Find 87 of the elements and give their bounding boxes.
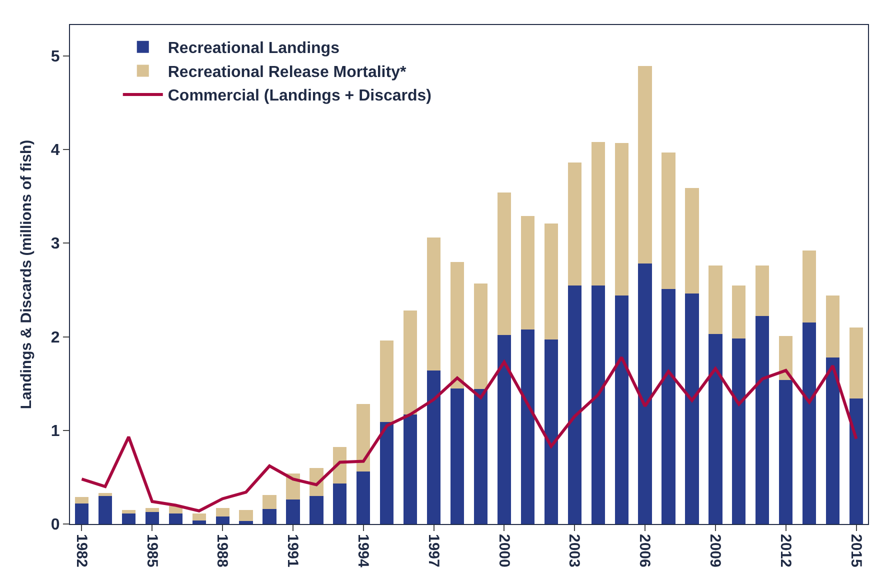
x-tick-label: 1994 <box>354 534 372 568</box>
x-tick-label: 1988 <box>214 534 231 568</box>
bar <box>74 496 89 504</box>
bar <box>497 334 512 524</box>
bar <box>356 404 370 472</box>
bar <box>849 327 864 399</box>
x-tick-label: 2000 <box>495 534 512 568</box>
bar <box>98 493 112 496</box>
legend-label: Recreational Landings <box>168 40 340 58</box>
x-tick-label: 2006 <box>636 534 654 568</box>
x-tick-label: 2012 <box>776 534 794 568</box>
bar <box>474 283 488 390</box>
x-tick-label: 1997 <box>424 534 442 568</box>
bar <box>262 509 276 524</box>
x-tick-label: 1991 <box>284 534 302 568</box>
bar <box>216 508 230 517</box>
bar <box>145 508 159 512</box>
bar <box>192 514 206 520</box>
bar <box>779 380 793 524</box>
bar <box>192 520 206 524</box>
legend-label: Commercial (Landings + Discards) <box>168 88 432 105</box>
bar <box>638 264 652 524</box>
bar <box>591 142 605 286</box>
bar <box>216 516 230 524</box>
line-series <box>80 356 858 512</box>
bar <box>591 285 605 524</box>
bar <box>239 521 253 524</box>
y-tick-label: 2 <box>50 329 60 346</box>
y-tick-label: 5 <box>50 48 60 66</box>
bar <box>122 514 136 524</box>
legend-label: Recreational Release Mortality* <box>168 64 407 81</box>
bar <box>74 503 89 524</box>
bar <box>802 250 816 323</box>
bar <box>568 162 582 286</box>
bar <box>450 388 464 524</box>
bar <box>614 296 628 524</box>
y-axis-title: Landings & Discards (millions of fish) <box>18 140 36 410</box>
x-tick-label: 1985 <box>143 534 160 568</box>
bar <box>708 266 722 334</box>
bar <box>404 310 418 414</box>
bar <box>98 496 112 524</box>
y-tick-label: 1 <box>50 422 60 440</box>
bar <box>380 422 394 524</box>
bar <box>756 316 770 524</box>
bar <box>520 216 534 330</box>
bar <box>450 262 464 388</box>
bar <box>262 494 276 510</box>
bar <box>356 472 370 524</box>
bar <box>474 389 488 524</box>
bar <box>122 510 136 514</box>
bar <box>145 512 159 524</box>
x-tick-label: 2015 <box>847 534 864 568</box>
bar <box>544 223 558 340</box>
bar <box>380 340 394 422</box>
bar <box>756 266 770 316</box>
bar <box>168 514 182 524</box>
bar <box>662 289 676 524</box>
y-tick-label: 4 <box>50 142 60 160</box>
bar <box>239 510 253 522</box>
bar <box>826 357 840 524</box>
bar <box>849 398 864 524</box>
bar <box>779 336 793 380</box>
bar <box>732 338 746 524</box>
bar <box>802 322 816 524</box>
bar <box>685 294 699 524</box>
bar <box>568 285 582 524</box>
bar <box>732 285 746 339</box>
bar <box>685 188 699 294</box>
bar <box>520 329 534 524</box>
bar <box>544 340 558 524</box>
bar <box>404 414 418 524</box>
bar <box>708 334 722 524</box>
x-tick-label: 1982 <box>72 534 90 568</box>
bar <box>638 66 652 264</box>
x-tick-label: 2009 <box>706 534 724 568</box>
x-tick-label: 2003 <box>566 534 583 568</box>
bar <box>310 496 324 524</box>
y-tick-label: 0 <box>50 516 60 534</box>
bar <box>662 152 676 290</box>
bar <box>497 192 512 335</box>
bar <box>826 296 840 358</box>
bar <box>614 142 628 296</box>
bar <box>286 500 300 524</box>
y-tick-label: 3 <box>50 236 60 253</box>
bar <box>333 484 347 524</box>
bar <box>426 370 441 524</box>
bar <box>426 238 441 370</box>
